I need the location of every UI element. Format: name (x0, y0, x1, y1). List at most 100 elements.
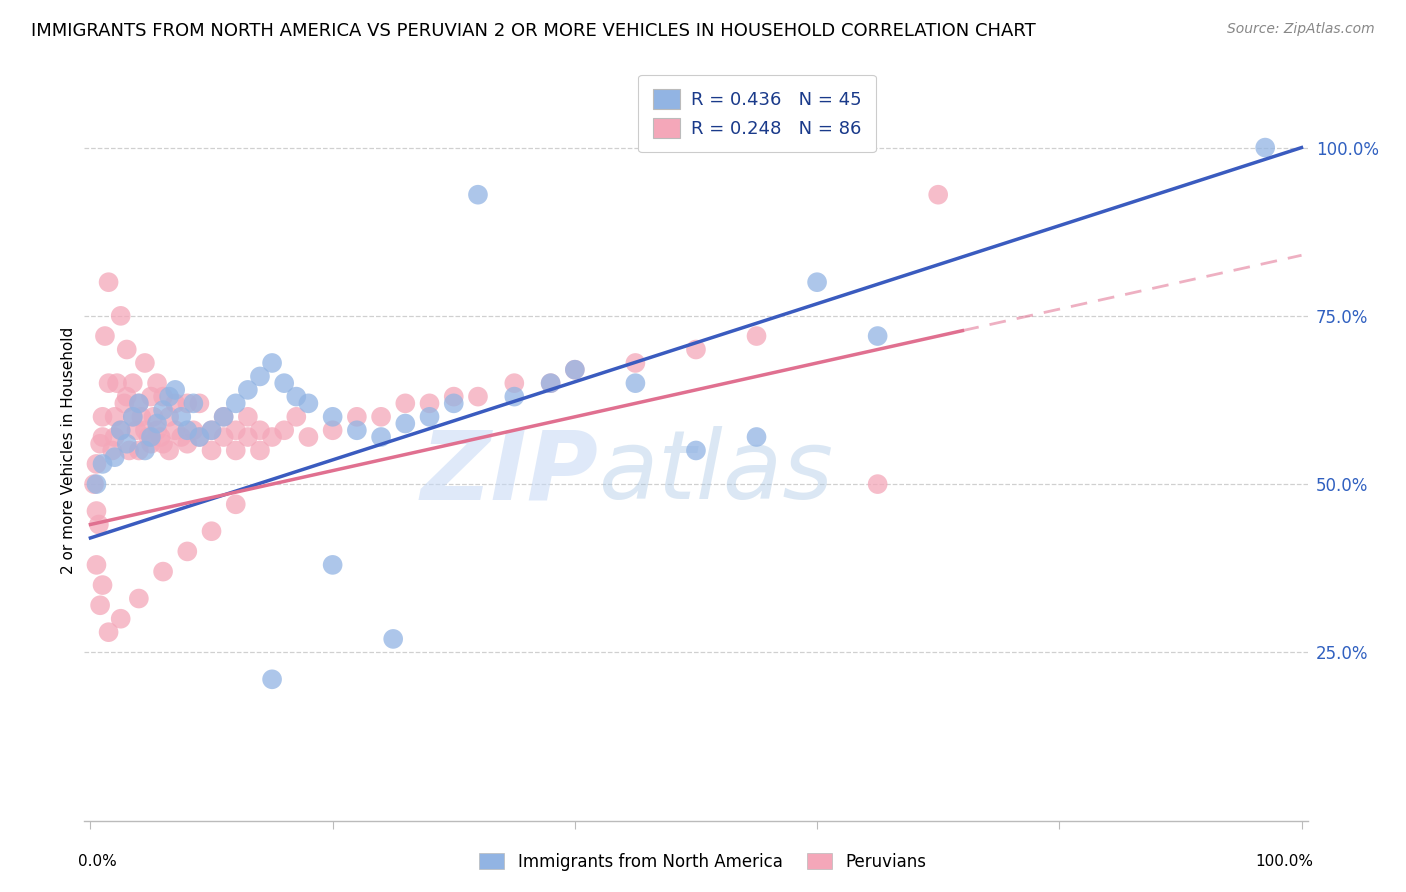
Point (115, 343, 138, 357)
Point (467, 187, 489, 202)
Point (866, 329, 889, 343)
Text: Source: ZipAtlas.com: Source: ZipAtlas.com (1227, 22, 1375, 37)
Point (236, 430, 259, 444)
Point (104, 409, 127, 424)
Point (110, 423, 132, 437)
Point (152, 403, 174, 417)
Point (236, 383, 259, 397)
Point (685, 343, 707, 357)
Point (157, 390, 180, 404)
Point (152, 390, 174, 404)
Point (91, 578, 114, 592)
Point (83, 477, 105, 491)
Point (101, 443, 124, 458)
Point (110, 612, 132, 626)
Point (125, 423, 148, 437)
Point (212, 430, 235, 444)
Point (121, 409, 143, 424)
Point (346, 409, 368, 424)
Point (188, 430, 211, 444)
Point (297, 396, 319, 410)
Point (121, 409, 143, 424)
Point (249, 443, 271, 458)
Point (418, 396, 440, 410)
Point (104, 430, 127, 444)
Point (200, 423, 222, 437)
Point (142, 409, 165, 424)
Point (249, 369, 271, 384)
Point (188, 396, 211, 410)
Point (273, 376, 295, 391)
Point (443, 396, 465, 410)
Point (200, 524, 222, 539)
Point (443, 390, 465, 404)
Point (225, 497, 247, 511)
Point (128, 396, 150, 410)
Point (128, 443, 150, 458)
Point (418, 409, 440, 424)
Point (176, 396, 198, 410)
Point (129, 409, 152, 424)
Point (91, 430, 114, 444)
Point (183, 396, 205, 410)
Text: 100.0%: 100.0% (1256, 854, 1313, 869)
Point (236, 409, 259, 424)
Point (97, 376, 120, 391)
Point (112, 396, 135, 410)
Point (134, 356, 156, 370)
Point (624, 356, 647, 370)
Point (115, 436, 138, 450)
Point (118, 443, 141, 458)
Point (134, 423, 156, 437)
Point (624, 376, 647, 391)
Point (105, 376, 128, 391)
Point (146, 417, 169, 431)
Point (152, 565, 174, 579)
Point (165, 396, 187, 410)
Point (157, 443, 180, 458)
Point (176, 423, 198, 437)
Point (200, 443, 222, 458)
Point (200, 423, 222, 437)
Point (262, 673, 284, 687)
Point (225, 423, 247, 437)
Point (138, 430, 160, 444)
Point (104, 450, 127, 465)
Point (503, 390, 526, 404)
Point (745, 430, 768, 444)
Point (149, 430, 172, 444)
Point (866, 477, 889, 491)
Point (1254, 140, 1277, 154)
Point (503, 376, 526, 391)
Point (540, 376, 562, 391)
Legend: Immigrants from North America, Peruvians: Immigrants from North America, Peruvians (471, 845, 935, 880)
Point (86, 558, 108, 572)
Point (394, 396, 416, 410)
Point (89, 436, 111, 450)
Point (165, 423, 187, 437)
Point (139, 390, 162, 404)
Point (806, 275, 828, 289)
Point (322, 558, 344, 572)
Point (89, 599, 111, 613)
Legend: R = 0.436   N = 45, R = 0.248   N = 86: R = 0.436 N = 45, R = 0.248 N = 86 (638, 75, 876, 153)
Point (540, 376, 562, 391)
Point (110, 423, 132, 437)
Point (564, 362, 586, 376)
Point (86, 477, 108, 491)
Point (394, 417, 416, 431)
Point (212, 409, 235, 424)
Point (139, 430, 162, 444)
Point (225, 396, 247, 410)
Point (285, 409, 308, 424)
Text: IMMIGRANTS FROM NORTH AMERICA VS PERUVIAN 2 OR MORE VEHICLES IN HOUSEHOLD CORREL: IMMIGRANTS FROM NORTH AMERICA VS PERUVIA… (31, 22, 1036, 40)
Text: 0.0%: 0.0% (79, 854, 117, 869)
Point (249, 423, 271, 437)
Point (188, 430, 211, 444)
Point (110, 309, 132, 323)
Point (97, 625, 120, 640)
Point (262, 356, 284, 370)
Point (97, 275, 120, 289)
Point (170, 430, 193, 444)
Point (157, 409, 180, 424)
